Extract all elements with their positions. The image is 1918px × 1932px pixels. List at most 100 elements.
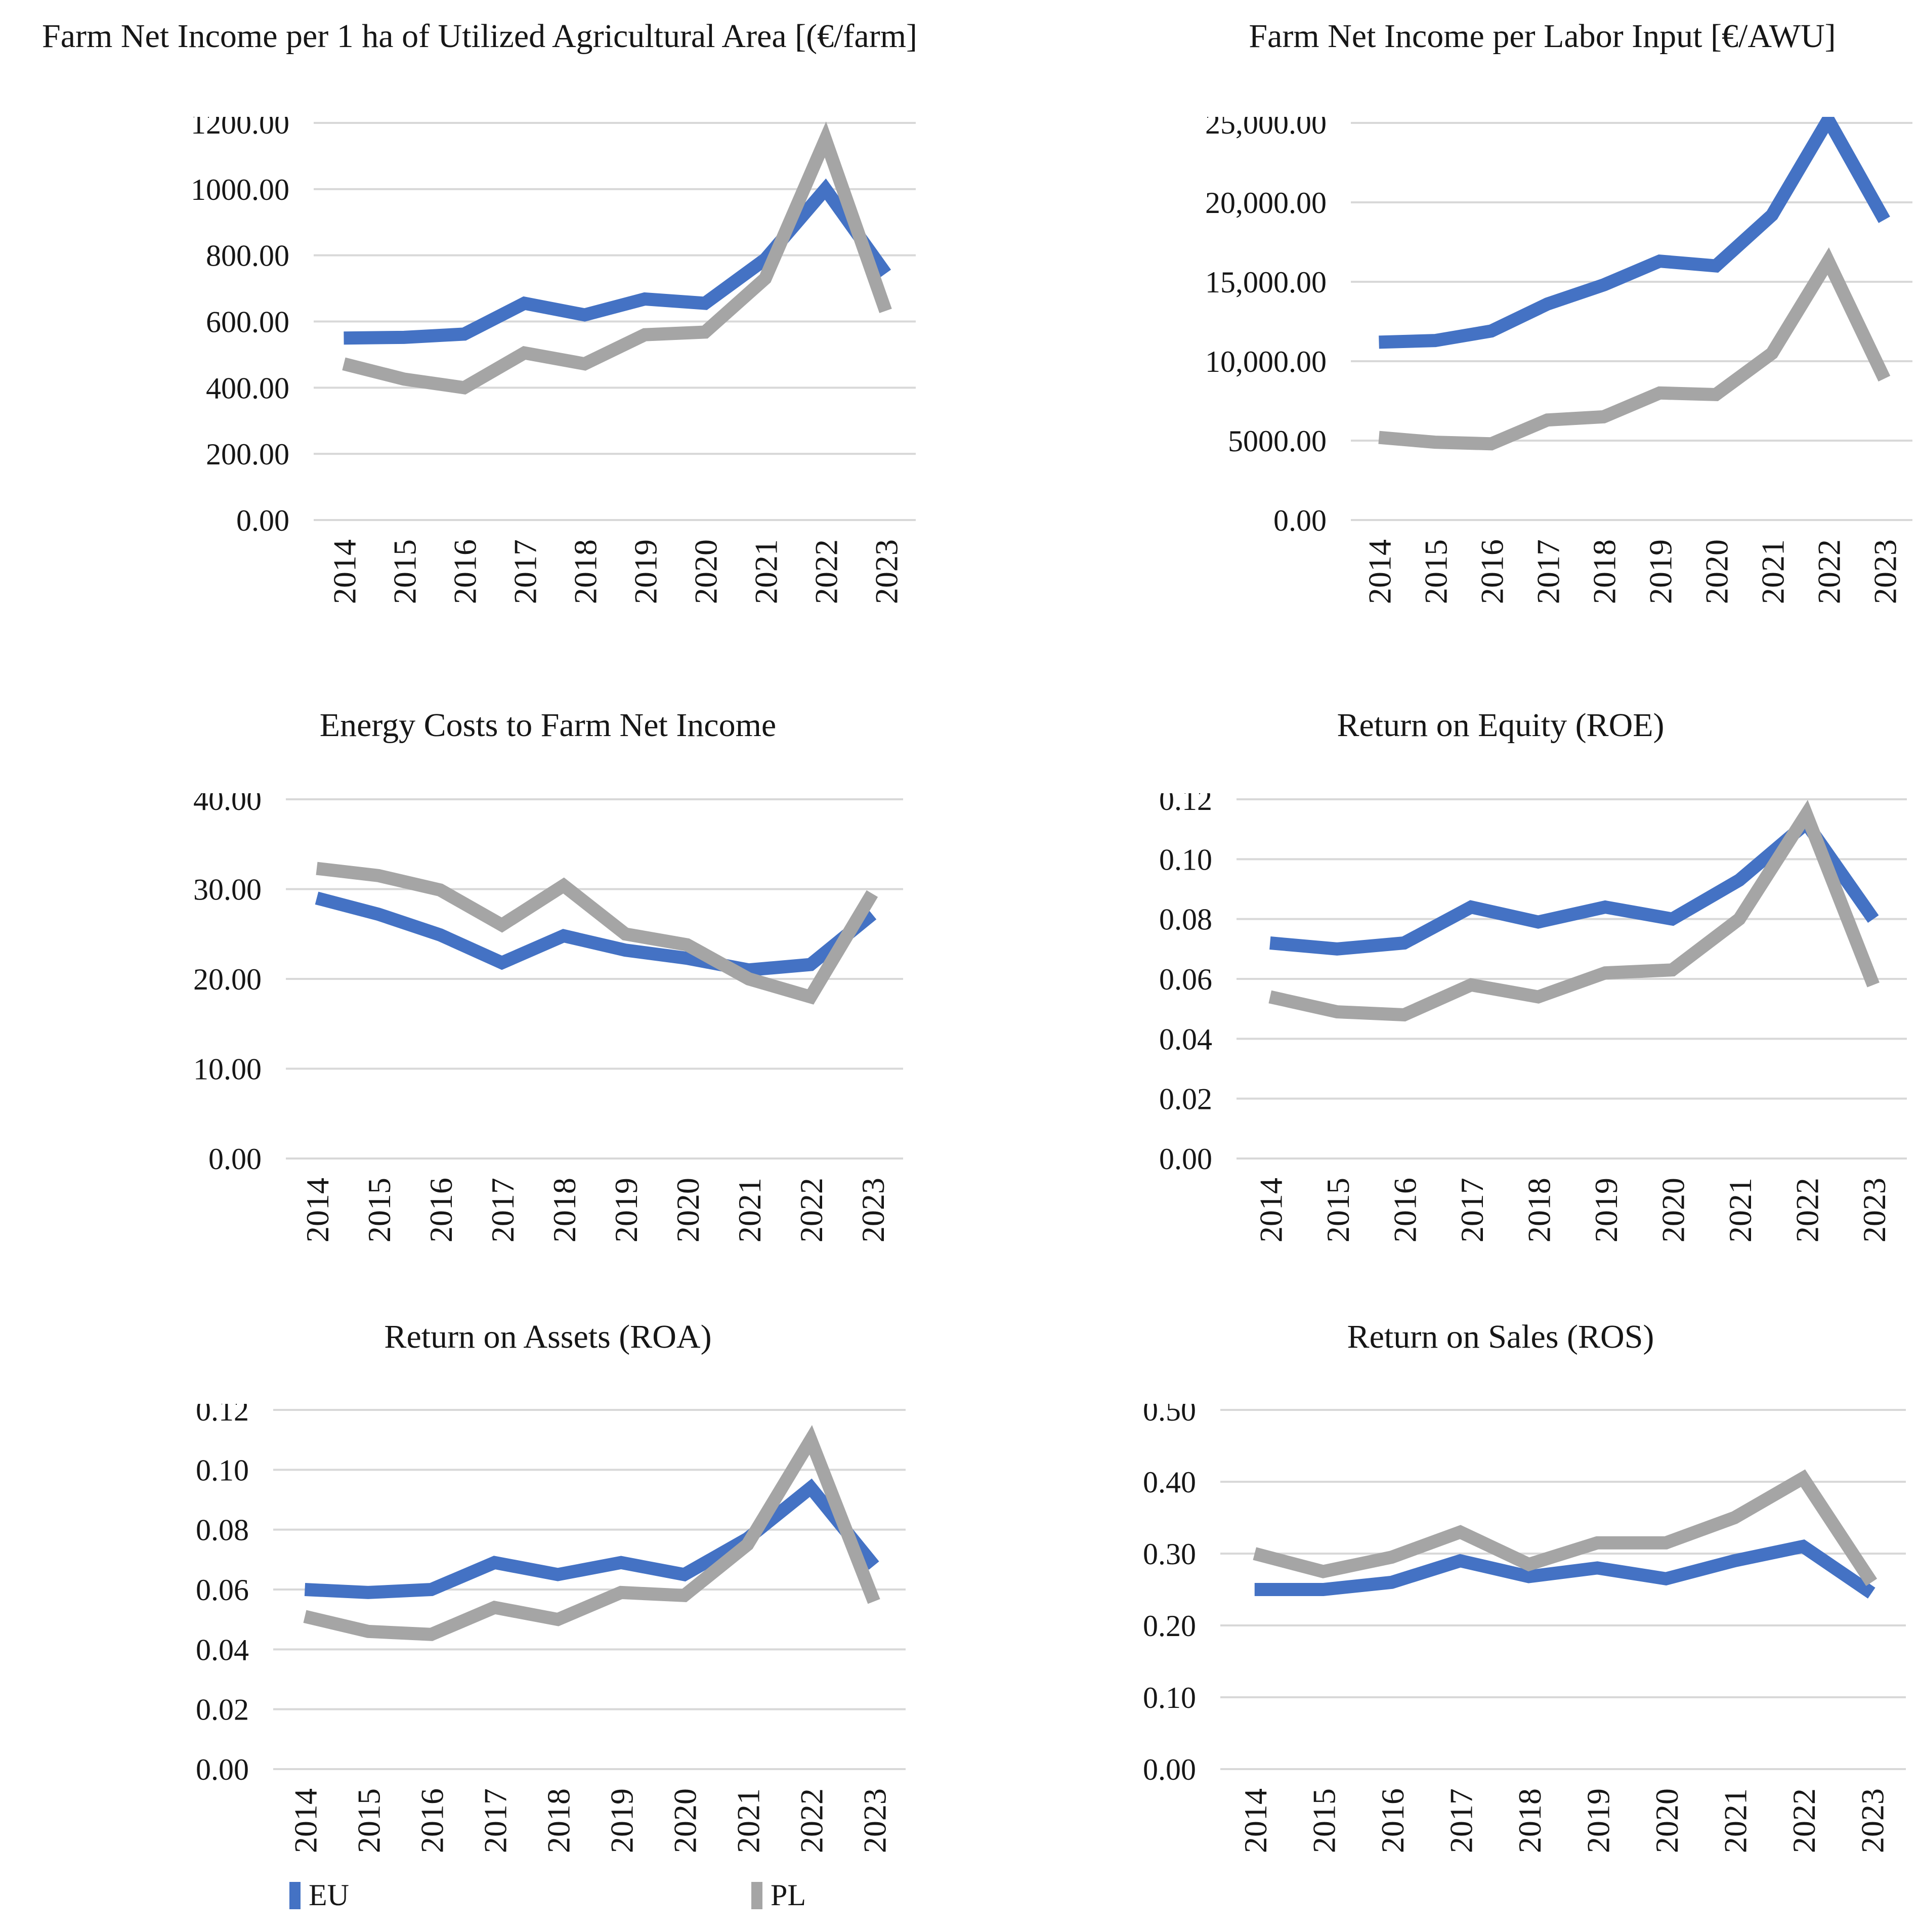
chart-cell-roe: Return on Equity (ROE) 0.12 0.10 0.08 0.06 0… (959, 644, 1918, 1282)
svg-text:2020: 2020 (1655, 1178, 1691, 1242)
svg-text:2022: 2022 (808, 539, 844, 604)
svg-text:0.06: 0.06 (196, 1573, 249, 1607)
svg-text:2015: 2015 (1320, 1178, 1356, 1242)
svg-text:2019: 2019 (1588, 1178, 1624, 1242)
svg-text:2017: 2017 (507, 539, 543, 604)
svg-text:2021: 2021 (748, 539, 784, 604)
svg-text:2023: 2023 (869, 539, 905, 604)
chart-cell-farm-net-income-per-labor: Farm Net Income per Labor Input [€/AWU] … (959, 0, 1918, 644)
svg-text:2019: 2019 (608, 1178, 644, 1242)
svg-text:0.30: 0.30 (1143, 1537, 1196, 1571)
chart-cell-farm-net-income-per-ha: Farm Net Income per 1 ha of Utilized Agr… (0, 0, 959, 644)
svg-text:2018: 2018 (1587, 539, 1623, 604)
svg-text:0.00: 0.00 (1273, 504, 1327, 537)
line-chart-roa: 0.12 0.10 0.08 0.06 0.04 0.02 0.00 2014 2015 2016… (196, 1404, 906, 1853)
svg-text:2015: 2015 (351, 1788, 387, 1853)
svg-text:0.06: 0.06 (1159, 963, 1212, 996)
svg-text:800.00: 800.00 (206, 239, 289, 273)
line-chart-energy-costs: 40.00 30.00 20.00 10.00 0.00 2014 2015 2016 2017… (193, 793, 903, 1242)
svg-text:2023: 2023 (1854, 1788, 1890, 1853)
svg-text:0.12: 0.12 (1159, 793, 1212, 817)
svg-text:0.00: 0.00 (196, 1753, 249, 1786)
svg-text:2015: 2015 (387, 539, 423, 604)
svg-text:1200.00: 1200.00 (191, 117, 289, 140)
chart-title: Energy Costs to Farm Net Income (319, 707, 777, 744)
svg-text:0.50: 0.50 (1143, 1404, 1196, 1427)
svg-text:2020: 2020 (670, 1178, 706, 1242)
svg-text:2014: 2014 (300, 1178, 335, 1242)
svg-text:0.08: 0.08 (196, 1514, 249, 1547)
svg-text:2023: 2023 (857, 1788, 893, 1853)
legend-label-eu: EU (309, 1878, 349, 1912)
line-chart-farm-net-income-per-ha: 1200.00 1000.00 800.00 600.00 400.00 200.00 0.… (191, 117, 916, 604)
svg-text:2021: 2021 (1722, 1178, 1758, 1242)
svg-text:0.12: 0.12 (196, 1404, 249, 1427)
chart-title: Return on Equity (ROE) (1337, 707, 1665, 744)
svg-text:2022: 2022 (793, 1178, 829, 1242)
svg-text:0.08: 0.08 (1159, 903, 1212, 936)
svg-text:2020: 2020 (667, 1788, 703, 1853)
chart-title: Return on Sales (ROS) (1347, 1318, 1654, 1355)
chart-legend: EU PL (0, 1878, 1249, 1913)
svg-text:30.00: 30.00 (193, 873, 262, 907)
line-chart-ros: 0.50 0.40 0.30 0.20 0.10 0.00 2014 2015 2016 2017… (1143, 1404, 1906, 1853)
svg-text:2016: 2016 (447, 539, 483, 604)
svg-text:2014: 2014 (1253, 1178, 1289, 1242)
line-chart-roe: 0.12 0.10 0.08 0.06 0.04 0.02 0.00 2014 2015 2016… (1159, 793, 1907, 1242)
svg-text:2016: 2016 (414, 1788, 450, 1853)
svg-text:0.00: 0.00 (1159, 1142, 1212, 1176)
chart-title: Return on Assets (ROA) (384, 1318, 712, 1355)
svg-text:2021: 2021 (731, 1788, 766, 1853)
svg-text:2020: 2020 (1649, 1788, 1685, 1853)
svg-text:2014: 2014 (1362, 539, 1398, 604)
pl-series-swatch (751, 1881, 762, 1909)
svg-text:10.00: 10.00 (193, 1053, 262, 1086)
svg-text:2021: 2021 (1717, 1788, 1753, 1853)
svg-text:15,000.00: 15,000.00 (1205, 266, 1327, 299)
svg-text:2022: 2022 (1789, 1178, 1825, 1242)
svg-text:20,000.00: 20,000.00 (1205, 186, 1327, 220)
chart-title: Farm Net Income per 1 ha of Utilized Agr… (41, 18, 918, 55)
svg-text:2018: 2018 (1512, 1788, 1548, 1853)
svg-text:25,000.00: 25,000.00 (1205, 117, 1327, 140)
svg-text:0.40: 0.40 (1143, 1466, 1196, 1499)
svg-text:200.00: 200.00 (206, 438, 289, 471)
svg-text:2020: 2020 (1699, 539, 1735, 604)
svg-text:0.02: 0.02 (196, 1693, 249, 1727)
eu-series-swatch (289, 1881, 301, 1909)
svg-text:10,000.00: 10,000.00 (1205, 345, 1327, 378)
svg-text:2017: 2017 (1530, 539, 1566, 604)
svg-text:2014: 2014 (327, 539, 363, 604)
svg-text:2021: 2021 (732, 1178, 768, 1242)
svg-text:2017: 2017 (485, 1178, 521, 1242)
svg-text:2016: 2016 (1474, 539, 1510, 604)
svg-text:2016: 2016 (1375, 1788, 1411, 1853)
legend-item-pl: PL (751, 1878, 806, 1913)
svg-text:0.10: 0.10 (196, 1453, 249, 1487)
chart-title: Farm Net Income per Labor Input [€/AWU] (1249, 18, 1836, 55)
svg-text:2017: 2017 (1454, 1178, 1490, 1242)
svg-text:600.00: 600.00 (206, 306, 289, 339)
svg-text:0.02: 0.02 (1159, 1083, 1212, 1116)
chart-cell-energy-costs: Energy Costs to Farm Net Income 40.00 30.… (0, 644, 959, 1282)
svg-text:2015: 2015 (1306, 1788, 1342, 1853)
svg-text:20.00: 20.00 (193, 963, 262, 996)
line-chart-farm-net-income-per-labor: 25,000.00 20,000.00 15,000.00 10,000.00 5000… (1205, 117, 1912, 604)
svg-text:2014: 2014 (288, 1788, 324, 1853)
svg-text:2019: 2019 (628, 539, 664, 604)
svg-text:40.00: 40.00 (193, 793, 262, 817)
svg-text:5000.00: 5000.00 (1228, 424, 1327, 458)
svg-text:1000.00: 1000.00 (191, 173, 289, 206)
svg-text:2021: 2021 (1755, 539, 1791, 604)
svg-text:0.04: 0.04 (1159, 1022, 1212, 1056)
svg-text:2015: 2015 (1418, 539, 1454, 604)
svg-text:2018: 2018 (541, 1788, 577, 1853)
chart-grid: Farm Net Income per 1 ha of Utilized Agr… (0, 0, 1918, 1853)
svg-text:2023: 2023 (855, 1178, 891, 1242)
svg-text:2019: 2019 (1580, 1788, 1616, 1853)
svg-text:0.10: 0.10 (1159, 843, 1212, 876)
svg-text:0.20: 0.20 (1143, 1609, 1196, 1643)
svg-text:2019: 2019 (1643, 539, 1679, 604)
svg-text:2022: 2022 (1811, 539, 1847, 604)
